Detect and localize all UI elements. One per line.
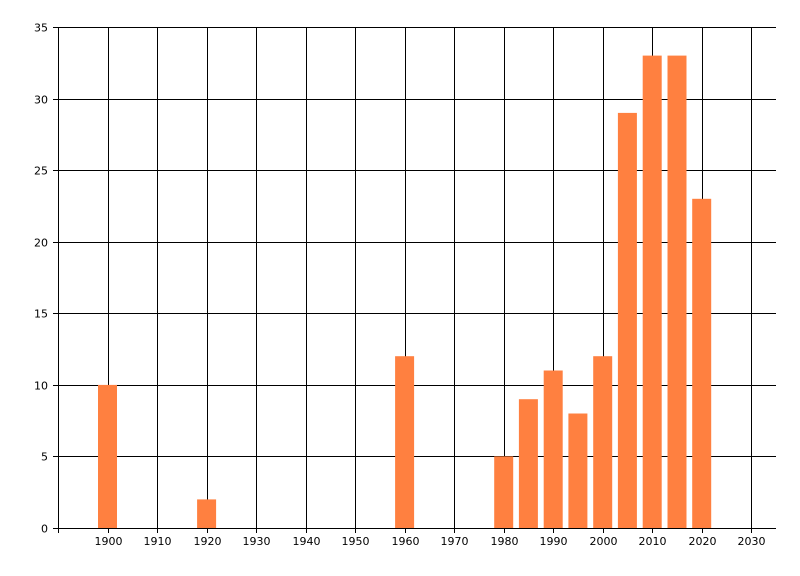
bar <box>568 413 588 528</box>
bar <box>98 384 117 528</box>
bar <box>667 55 687 528</box>
x-tick-label: 1990 <box>540 535 568 548</box>
x-tick-label: 2010 <box>639 535 667 548</box>
bar <box>543 370 563 528</box>
y-tick-label: 35 <box>34 22 48 35</box>
y-tick-label: 25 <box>34 165 48 178</box>
bar <box>617 112 637 529</box>
bar <box>692 198 712 529</box>
y-tick-label: 10 <box>34 380 48 393</box>
x-tick-label: 1920 <box>194 535 222 548</box>
x-tick-label: 2020 <box>689 535 717 548</box>
bar <box>593 356 613 528</box>
bar <box>642 55 662 528</box>
x-tick-label: 1940 <box>293 535 321 548</box>
bars <box>98 55 712 529</box>
y-tick-label: 0 <box>41 523 48 536</box>
bar <box>518 399 538 528</box>
x-tick-label: 1900 <box>95 535 123 548</box>
bar <box>494 456 514 528</box>
y-tick-label: 15 <box>34 308 48 321</box>
x-tick-label: 2030 <box>738 535 766 548</box>
x-tick-label: 2000 <box>590 535 618 548</box>
bar <box>395 356 415 528</box>
x-tick-label: 1980 <box>491 535 519 548</box>
x-tick-label: 1970 <box>441 535 469 548</box>
y-tick-label: 20 <box>34 237 48 250</box>
tick-labels: 0 5 10 15 20 25 30 35 1900 1910 1920 1930 1940 1950 19… <box>34 22 766 549</box>
x-tick-label: 1960 <box>392 535 420 548</box>
y-tick-label: 5 <box>41 451 48 464</box>
axes <box>58 27 776 533</box>
y-tick-label: 30 <box>34 94 48 107</box>
ticks <box>53 27 752 533</box>
x-tick-label: 1910 <box>144 535 172 548</box>
x-tick-label: 1930 <box>243 535 271 548</box>
bar <box>197 499 217 528</box>
x-tick-label: 1950 <box>342 535 370 548</box>
